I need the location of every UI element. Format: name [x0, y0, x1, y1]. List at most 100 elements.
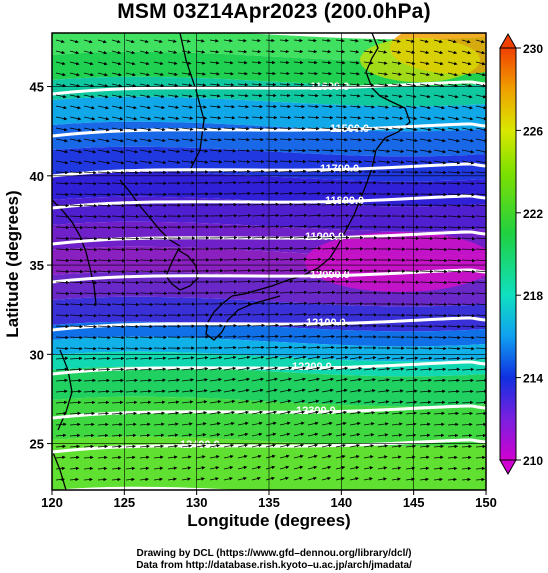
wind-arrow	[223, 116, 236, 120]
wind-arrow	[139, 247, 154, 252]
wind-arrow	[153, 160, 167, 165]
wind-arrow	[447, 83, 459, 88]
contour-label: 11700.0	[320, 163, 359, 175]
wind-arrow	[223, 399, 236, 404]
wind-arrow	[139, 411, 152, 416]
wind-arrow	[223, 443, 235, 448]
wind-arrow	[279, 421, 291, 426]
wind-arrow	[265, 268, 280, 273]
wind-arrow	[391, 116, 404, 120]
wind-arrow	[139, 50, 150, 55]
wind-arrow	[181, 367, 195, 371]
wind-arrow	[139, 83, 151, 88]
wind-arrow	[97, 313, 112, 318]
wind-arrow	[125, 50, 136, 55]
wind-arrow	[461, 160, 475, 165]
wind-arrow	[167, 389, 180, 393]
wind-arrow	[139, 236, 154, 241]
wind-arrow	[195, 160, 209, 164]
wind-arrow	[69, 346, 83, 351]
wind-arrow	[461, 346, 475, 351]
wind-arrow	[433, 346, 447, 351]
wind-arrow	[139, 127, 152, 132]
wind-arrow	[335, 279, 350, 284]
wind-arrow	[307, 279, 322, 284]
wind-arrow	[69, 203, 84, 208]
wind-arrow	[433, 116, 446, 121]
wind-arrow	[433, 247, 448, 252]
wind-arrow	[419, 258, 434, 263]
wind-arrow	[475, 94, 486, 99]
wind-arrow	[125, 225, 140, 230]
wind-arrow	[293, 180, 307, 185]
wind-arrow	[237, 38, 247, 43]
wind-arrow	[419, 356, 433, 361]
wind-arrow	[97, 105, 109, 110]
wind-arrow	[195, 138, 208, 142]
wind-arrow	[111, 214, 126, 219]
wind-arrow	[293, 279, 308, 284]
wind-arrow	[405, 116, 418, 121]
wind-arrow	[237, 377, 250, 382]
wind-arrow	[335, 160, 349, 164]
wind-arrow	[363, 433, 375, 437]
wind-arrow	[307, 246, 322, 251]
wind-arrow	[447, 444, 459, 449]
wind-arrow	[377, 455, 388, 459]
wind-arrow	[237, 60, 248, 65]
wind-arrow	[419, 367, 433, 372]
wind-arrow	[111, 389, 124, 394]
wind-arrow	[433, 39, 443, 44]
wind-arrow	[209, 39, 219, 43]
wind-arrow	[55, 170, 69, 175]
wind-arrow	[251, 312, 266, 317]
wind-arrow	[251, 268, 266, 273]
wind-arrow	[265, 421, 277, 426]
wind-arrow	[69, 127, 82, 132]
wind-arrow	[97, 422, 109, 427]
wind-arrow	[321, 410, 334, 415]
wind-arrow	[55, 61, 66, 66]
wind-arrow	[139, 203, 154, 208]
wind-arrow	[69, 291, 84, 296]
wind-arrow	[265, 60, 276, 65]
wind-arrow	[335, 443, 347, 448]
wind-arrow	[223, 377, 236, 382]
wind-arrow	[111, 72, 122, 77]
wind-arrow	[139, 422, 151, 427]
wind-arrow	[139, 280, 154, 285]
wind-arrow	[69, 378, 82, 383]
wind-arrow	[293, 82, 305, 87]
wind-arrow	[307, 148, 321, 153]
wind-arrow	[307, 388, 320, 393]
wind-arrow	[69, 236, 84, 241]
wind-arrow	[69, 433, 81, 438]
wind-arrow	[111, 50, 122, 55]
wind-arrow	[125, 39, 135, 44]
wind-arrow	[153, 389, 166, 393]
wind-arrow	[405, 149, 419, 154]
wind-arrow	[195, 72, 206, 76]
wind-arrow	[83, 455, 94, 460]
wind-arrow	[293, 268, 308, 273]
wind-arrow	[461, 356, 475, 361]
wind-arrow	[55, 269, 70, 274]
wind-arrow	[307, 115, 320, 120]
wind-arrow	[139, 455, 150, 460]
wind-arrow	[139, 444, 151, 449]
wind-arrow	[237, 224, 252, 229]
wind-arrow	[251, 410, 264, 415]
wind-arrow	[335, 82, 347, 87]
wind-arrow	[279, 345, 293, 350]
wind-arrow	[279, 82, 291, 87]
x-tick-label: 125	[113, 495, 135, 510]
wind-arrow	[237, 443, 249, 448]
wind-arrow	[139, 181, 153, 186]
wind-arrow	[125, 346, 139, 351]
wind-arrow	[181, 400, 194, 404]
wind-arrow	[55, 116, 68, 121]
wind-arrow	[349, 421, 361, 426]
wind-arrow	[195, 116, 208, 120]
credit-line-2: Data from http://database.rish.kyoto–u.a…	[136, 560, 412, 571]
wind-arrow	[307, 137, 320, 142]
